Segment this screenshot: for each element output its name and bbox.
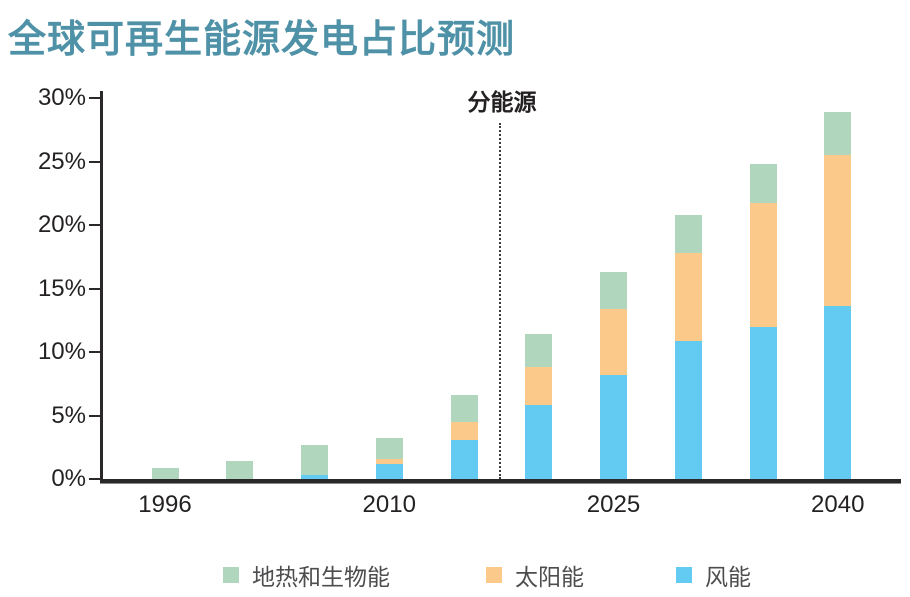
chart-title: 全球可再生能源发电占比预测 bbox=[8, 19, 516, 61]
legend-label: 太阳能 bbox=[515, 564, 584, 590]
y-axis-label: 25% bbox=[37, 147, 86, 175]
chart-legend: 地热和生物能 太阳能 风能 bbox=[0, 558, 910, 590]
bar-segment-太阳能 bbox=[525, 367, 553, 406]
y-axis-tick bbox=[89, 478, 101, 480]
y-axis-tick bbox=[89, 160, 101, 163]
bar-segment-地热和生物能 bbox=[600, 271, 627, 309]
x-axis-label: 1996 bbox=[138, 491, 192, 518]
separator-label: 分能源 bbox=[467, 89, 537, 115]
bar-segment-风能 bbox=[674, 340, 702, 479]
bar-segment-地热和生物能 bbox=[375, 438, 403, 459]
bar-segment-风能 bbox=[824, 306, 852, 479]
legend-label: 风能 bbox=[705, 564, 751, 590]
legend-label: 地热和生物能 bbox=[252, 564, 390, 590]
x-axis-label: 2040 bbox=[811, 491, 865, 518]
bar-segment-太阳能 bbox=[450, 421, 478, 440]
bar-segment-太阳能 bbox=[674, 252, 702, 341]
y-axis-label: 5% bbox=[51, 401, 86, 429]
bar-segment-地热和生物能 bbox=[450, 395, 478, 422]
y-axis-label: 20% bbox=[37, 211, 86, 238]
bar-segment-地热和生物能 bbox=[824, 111, 852, 156]
legend-item: 风能 bbox=[676, 558, 751, 592]
separator-dashed-line bbox=[499, 123, 501, 479]
bar-segment-太阳能 bbox=[749, 203, 777, 327]
bar-segment-地热和生物能 bbox=[301, 444, 328, 476]
bar-segment-太阳能 bbox=[600, 308, 627, 375]
bar-segment-地热和生物能 bbox=[525, 334, 553, 368]
bar-segment-地热和生物能 bbox=[674, 214, 702, 253]
bar-segment-风能 bbox=[301, 475, 328, 479]
x-axis-label: 2025 bbox=[586, 491, 641, 518]
bar-segment-风能 bbox=[749, 326, 777, 479]
y-axis-tick bbox=[89, 351, 101, 353]
legend-swatch-icon bbox=[486, 567, 502, 583]
y-axis-label: 15% bbox=[37, 274, 86, 302]
legend-swatch-icon bbox=[676, 567, 692, 583]
bar-segment-太阳能 bbox=[375, 458, 403, 464]
bar-segment-地热和生物能 bbox=[226, 461, 254, 479]
bar-segment-风能 bbox=[450, 439, 478, 479]
y-axis-tick bbox=[89, 414, 101, 417]
legend-swatch-icon bbox=[223, 567, 239, 583]
bar-segment-风能 bbox=[525, 405, 553, 479]
x-axis-label: 2010 bbox=[362, 491, 416, 518]
y-axis-label: 30% bbox=[37, 84, 86, 111]
bar-segment-太阳能 bbox=[824, 155, 852, 307]
y-axis bbox=[100, 91, 103, 482]
legend-item: 地热和生物能 bbox=[223, 558, 390, 592]
y-axis-tick bbox=[89, 224, 101, 226]
bar-segment-风能 bbox=[600, 374, 627, 479]
bar-segment-地热和生物能 bbox=[151, 467, 179, 479]
bar-segment-地热和生物能 bbox=[749, 164, 777, 204]
y-axis-tick bbox=[89, 97, 101, 99]
y-axis-tick bbox=[89, 287, 101, 290]
y-axis-label: 10% bbox=[37, 338, 86, 365]
x-axis bbox=[100, 479, 901, 484]
y-axis-label: 0% bbox=[51, 465, 86, 492]
legend-item: 太阳能 bbox=[486, 558, 584, 592]
bar-segment-风能 bbox=[375, 463, 403, 479]
